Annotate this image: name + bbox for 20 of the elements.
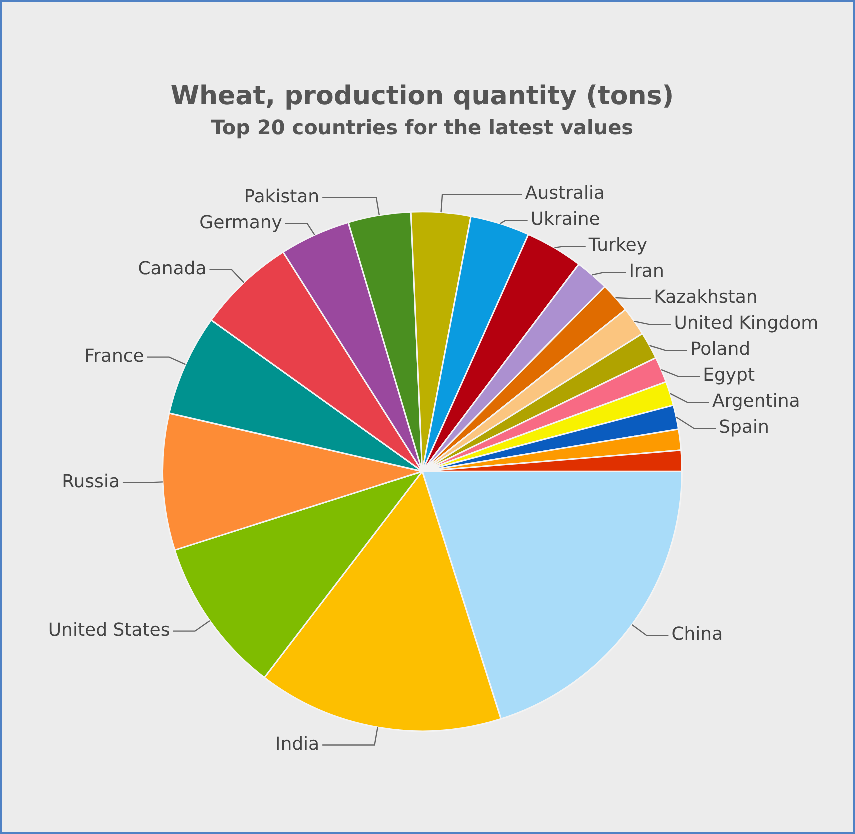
chart-title: Wheat, production quantity (tons): [170, 81, 674, 112]
slice-label: Germany: [200, 212, 283, 234]
slice-label: Russia: [62, 472, 120, 493]
slice-label: Iran: [629, 261, 664, 282]
slice-label: France: [84, 346, 144, 367]
slice-label: Egypt: [703, 365, 756, 386]
slice-label: India: [275, 734, 320, 755]
slice-label: Pakistan: [244, 186, 320, 208]
slice-label: China: [672, 624, 724, 646]
slice-label: Canada: [138, 258, 207, 280]
slice-label: Argentina: [712, 391, 800, 412]
slice-label: Ukraine: [530, 209, 600, 230]
slice-label: Kazakhstan: [654, 287, 758, 308]
chart-subtitle: Top 20 countries for the latest values: [211, 115, 634, 140]
slice-label: Australia: [525, 183, 606, 204]
slice-label: United States: [48, 620, 170, 641]
slice-label: Poland: [690, 339, 751, 360]
slice-label: Turkey: [588, 235, 648, 256]
slice-label: Spain: [719, 417, 770, 438]
slice-label: United Kingdom: [674, 313, 819, 334]
